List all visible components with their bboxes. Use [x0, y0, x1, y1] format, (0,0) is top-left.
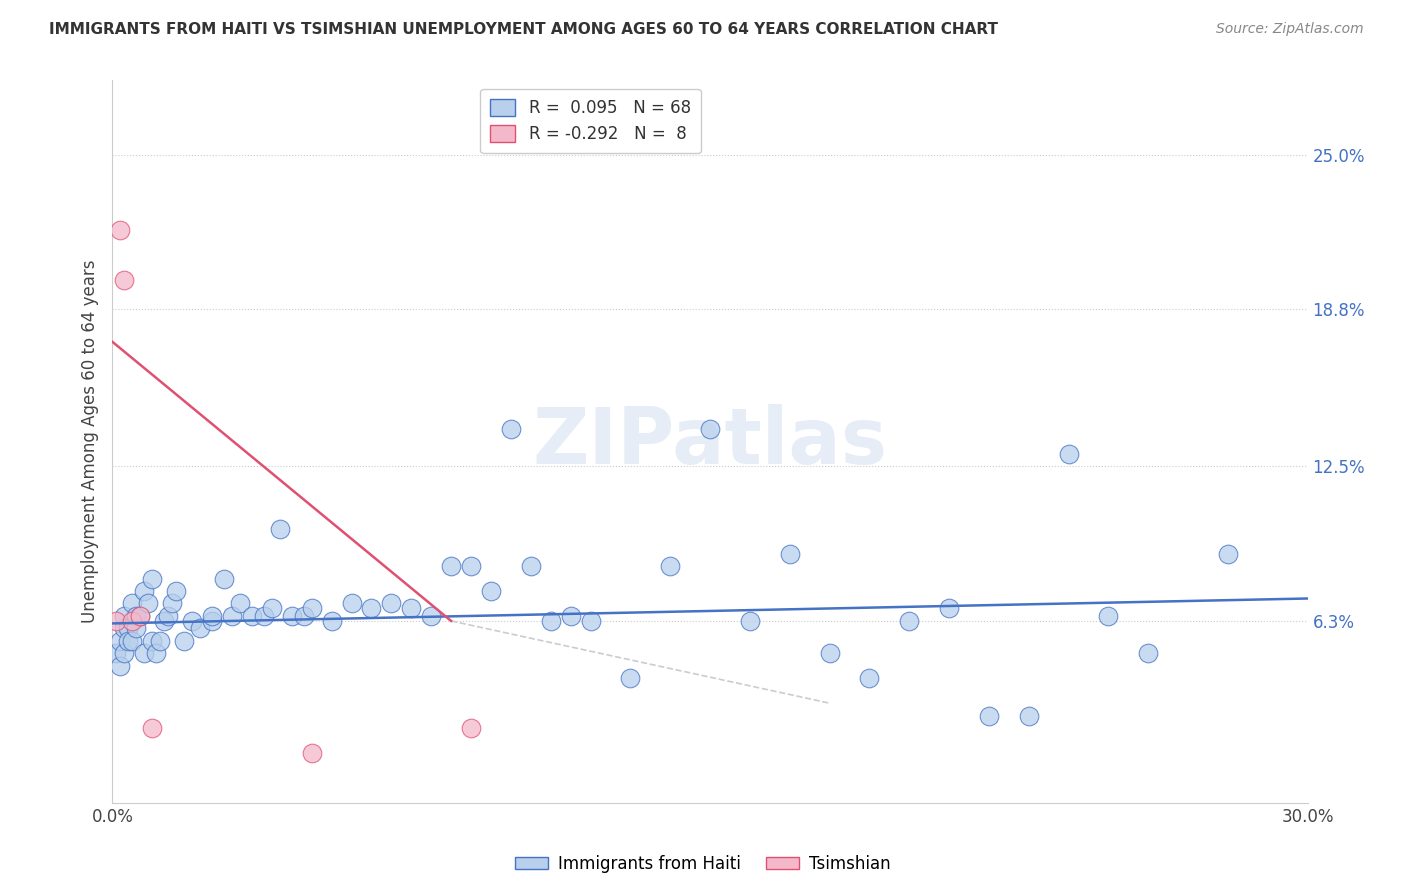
Point — [898, 614, 921, 628]
Point — [201, 614, 224, 628]
Point — [1057, 447, 1080, 461]
Point — [292, 609, 315, 624]
Point — [134, 584, 156, 599]
Point — [153, 614, 176, 628]
Point — [173, 633, 195, 648]
Legend: Immigrants from Haiti, Tsimshian: Immigrants from Haiti, Tsimshian — [508, 848, 898, 880]
Point — [380, 597, 402, 611]
Point — [117, 621, 139, 635]
Point — [121, 614, 143, 628]
Point — [165, 584, 187, 599]
Point — [110, 633, 132, 648]
Point — [977, 708, 1000, 723]
Point — [938, 601, 960, 615]
Point — [110, 223, 132, 237]
Point — [121, 633, 143, 648]
Point — [499, 422, 522, 436]
Point — [138, 597, 160, 611]
Point — [141, 633, 163, 648]
Point — [260, 601, 283, 615]
Point — [253, 609, 276, 624]
Point — [125, 609, 148, 624]
Point — [699, 422, 721, 436]
Point — [340, 597, 363, 611]
Point — [114, 646, 135, 660]
Point — [162, 597, 183, 611]
Point — [738, 614, 761, 628]
Point — [110, 658, 132, 673]
Point — [619, 671, 641, 685]
Point — [114, 272, 135, 286]
Point — [301, 746, 323, 760]
Point — [212, 572, 235, 586]
Point — [129, 609, 152, 624]
Point — [141, 721, 163, 735]
Text: Source: ZipAtlas.com: Source: ZipAtlas.com — [1216, 22, 1364, 37]
Point — [659, 559, 682, 574]
Point — [1137, 646, 1160, 660]
Point — [401, 601, 423, 615]
Point — [301, 601, 323, 615]
Point — [134, 646, 156, 660]
Point — [281, 609, 304, 624]
Point — [145, 646, 167, 660]
Point — [579, 614, 602, 628]
Point — [105, 646, 128, 660]
Point — [229, 597, 252, 611]
Point — [181, 614, 204, 628]
Point — [460, 559, 482, 574]
Point — [1018, 708, 1040, 723]
Point — [117, 633, 139, 648]
Point — [201, 609, 224, 624]
Point — [440, 559, 463, 574]
Point — [125, 621, 148, 635]
Point — [360, 601, 382, 615]
Point — [858, 671, 880, 685]
Point — [540, 614, 562, 628]
Point — [779, 547, 801, 561]
Legend: R =  0.095   N = 68, R = -0.292   N =  8: R = 0.095 N = 68, R = -0.292 N = 8 — [481, 88, 700, 153]
Point — [129, 609, 152, 624]
Point — [321, 614, 343, 628]
Point — [1097, 609, 1119, 624]
Point — [105, 614, 128, 628]
Point — [420, 609, 443, 624]
Y-axis label: Unemployment Among Ages 60 to 64 years: Unemployment Among Ages 60 to 64 years — [80, 260, 98, 624]
Point — [269, 522, 291, 536]
Point — [520, 559, 543, 574]
Point — [240, 609, 263, 624]
Point — [818, 646, 841, 660]
Point — [141, 572, 163, 586]
Text: IMMIGRANTS FROM HAITI VS TSIMSHIAN UNEMPLOYMENT AMONG AGES 60 TO 64 YEARS CORREL: IMMIGRANTS FROM HAITI VS TSIMSHIAN UNEMP… — [49, 22, 998, 37]
Point — [221, 609, 243, 624]
Text: ZIPatlas: ZIPatlas — [533, 403, 887, 480]
Point — [1216, 547, 1239, 561]
Point — [121, 597, 143, 611]
Point — [149, 633, 172, 648]
Point — [460, 721, 482, 735]
Point — [188, 621, 211, 635]
Point — [157, 609, 180, 624]
Point — [114, 621, 135, 635]
Point — [560, 609, 582, 624]
Point — [114, 609, 135, 624]
Point — [479, 584, 502, 599]
